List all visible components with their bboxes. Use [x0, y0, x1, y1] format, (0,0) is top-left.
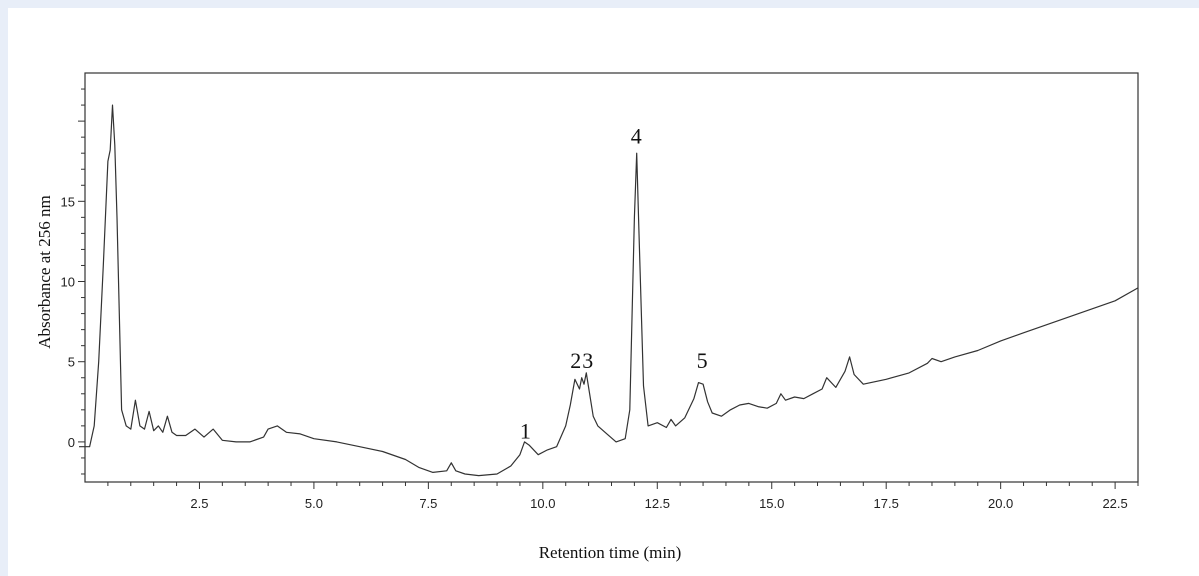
y-tick-label: 0	[68, 435, 75, 450]
y-axis-title: Absorbance at 256 nm	[35, 195, 54, 348]
plot-area-border	[84, 72, 1139, 483]
peak-label: 2	[570, 348, 581, 373]
x-tick-label: 15.0	[759, 496, 784, 511]
x-tick-label: 12.5	[645, 496, 670, 511]
x-tick-label: 10.0	[530, 496, 555, 511]
x-axis-title: Retention time (min)	[539, 543, 682, 562]
x-tick-label: 5.0	[305, 496, 323, 511]
y-tick-label: 10	[61, 275, 75, 290]
x-tick-label: 7.5	[419, 496, 437, 511]
x-tick-label: 20.0	[988, 496, 1013, 511]
peak-label: 5	[697, 348, 708, 373]
peak-label: 1	[520, 419, 531, 444]
x-tick-label: 2.5	[190, 496, 208, 511]
y-tick-label: 5	[68, 355, 75, 370]
peak-label: 4	[631, 124, 642, 149]
chart-panel	[8, 8, 1199, 576]
x-tick-label: 17.5	[874, 496, 899, 511]
y-tick-label: 15	[61, 194, 75, 209]
x-tick-label: 22.5	[1102, 496, 1127, 511]
peak-label: 3	[582, 348, 593, 373]
chromatogram-trace	[79, 104, 1139, 477]
